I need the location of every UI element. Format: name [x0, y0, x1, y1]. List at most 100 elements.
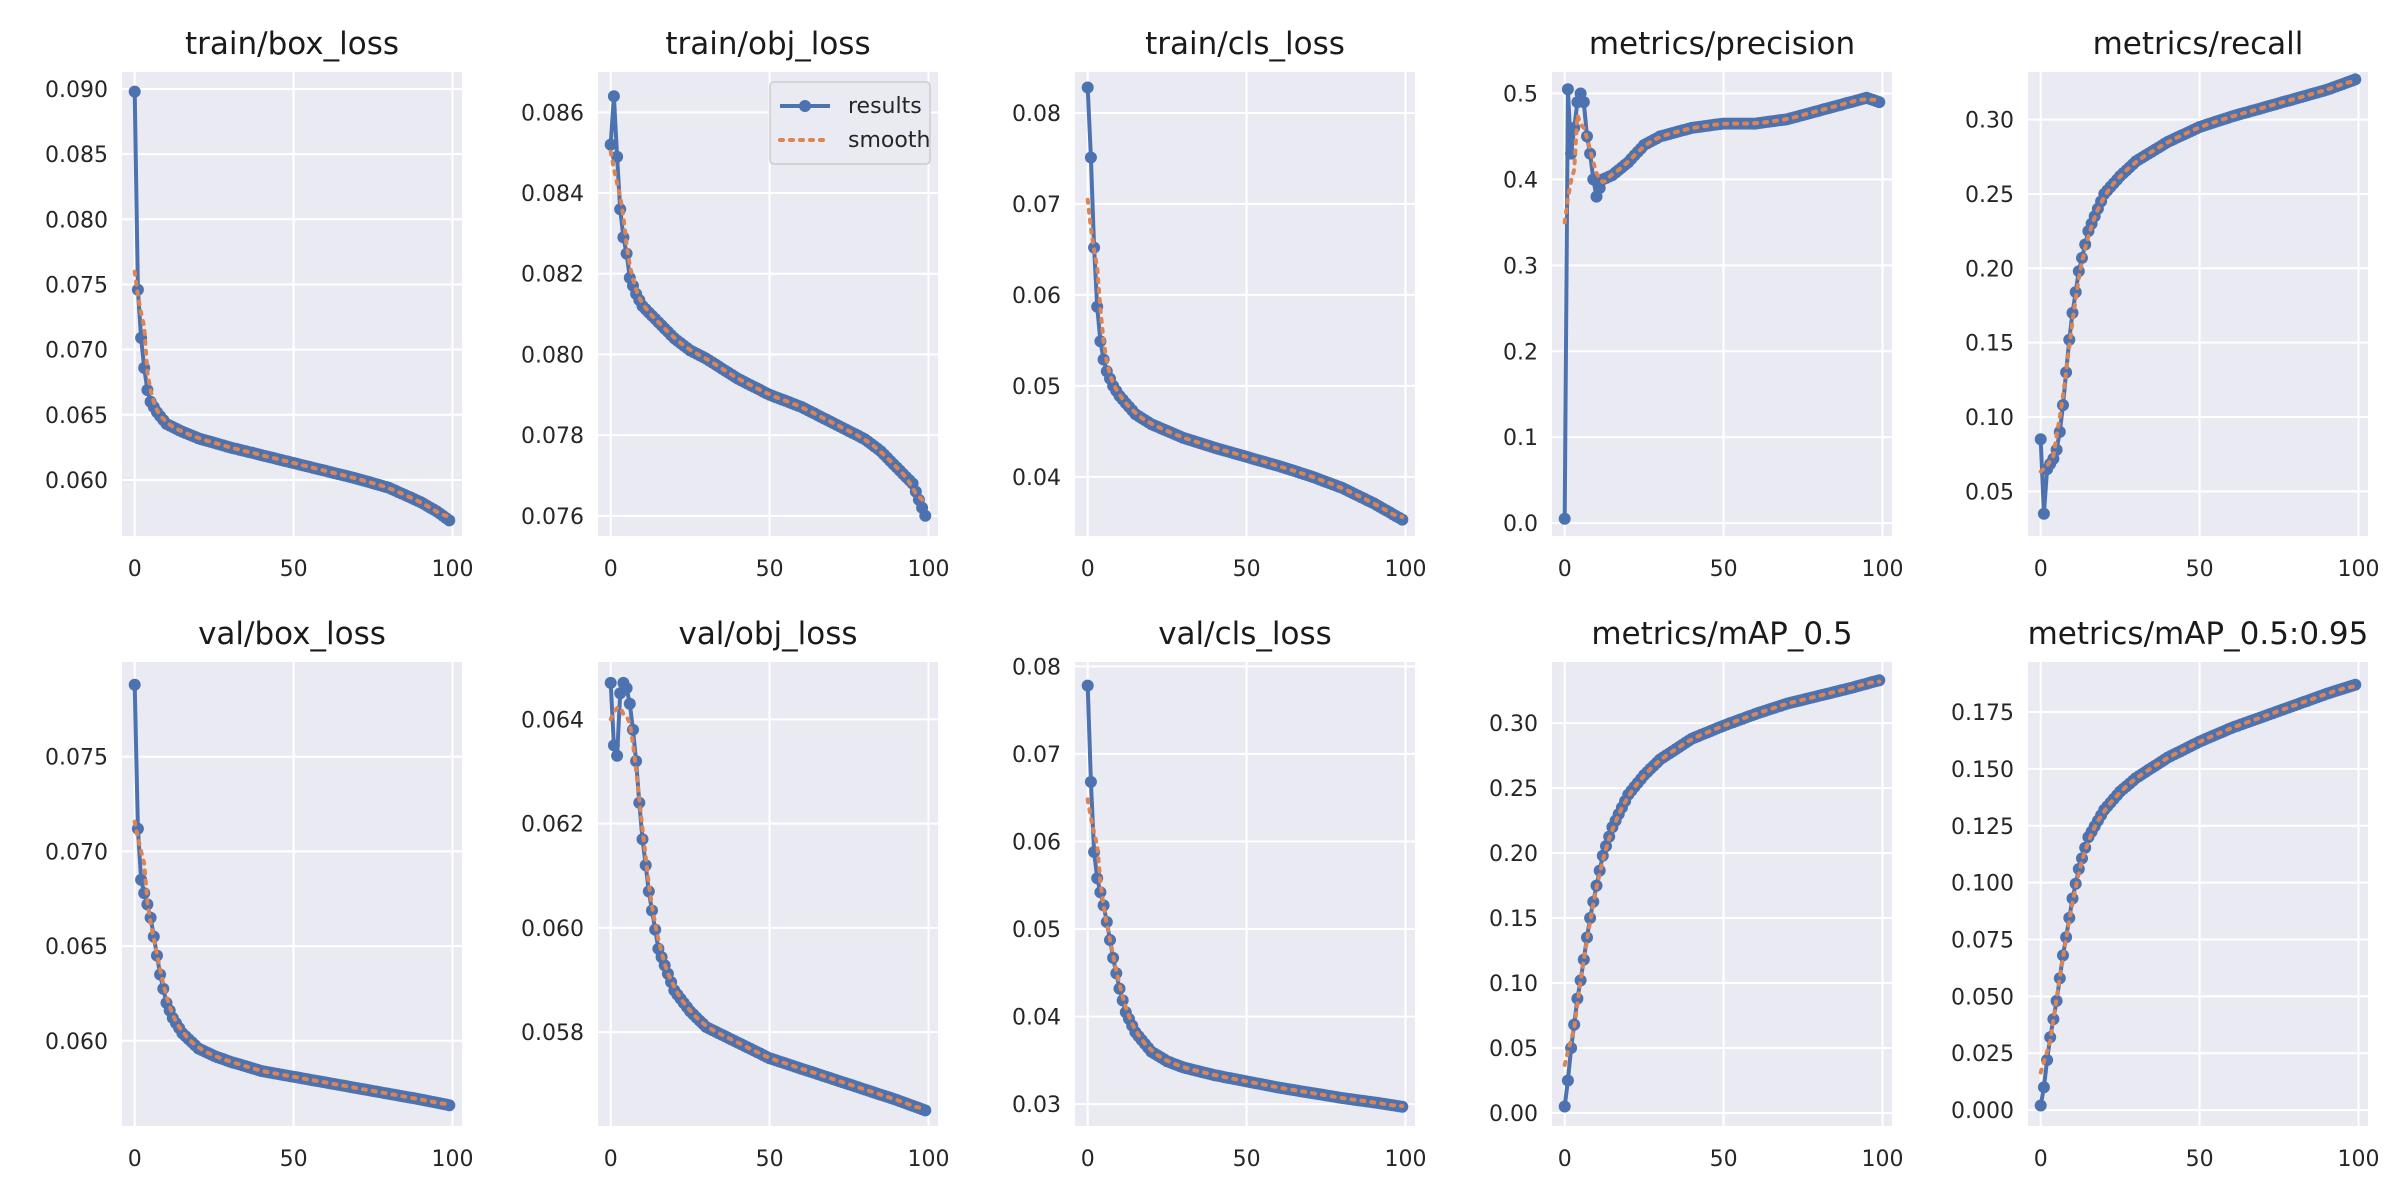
- results-point: [627, 723, 639, 736]
- y-tick-label: 0.25: [1965, 183, 2014, 208]
- x-tick-label: 50: [1710, 1147, 1738, 1172]
- x-tick-label: 0: [2034, 557, 2048, 582]
- results-point: [607, 90, 620, 103]
- y-tick-label: 0.20: [1965, 257, 2014, 282]
- y-tick-label: 0.062: [521, 813, 584, 838]
- y-tick-label: 0.15: [1489, 907, 1538, 932]
- y-tick-label: 0.4: [1503, 168, 1538, 193]
- legend-results-label: results: [848, 94, 922, 119]
- x-tick-label: 0: [604, 1147, 618, 1172]
- y-tick-label: 0.08: [1012, 102, 1061, 127]
- x-tick-label: 100: [2337, 1147, 2379, 1172]
- y-tick-label: 0.125: [1951, 815, 2014, 840]
- plot-area: [598, 662, 938, 1126]
- smooth-line: [1562, 97, 1882, 225]
- subplot-train-obj-loss: 0 50 100 0.076 0.078 0.080 0.082 0.084 0.086 trai…: [521, 26, 949, 582]
- x-tick-label: 50: [756, 557, 784, 582]
- y-tick-label: 0.070: [45, 840, 108, 865]
- x-tick-label: 100: [907, 557, 949, 582]
- results-point: [919, 509, 932, 522]
- results-point: [2034, 1099, 2047, 1112]
- x-tick-label: 0: [1558, 557, 1572, 582]
- y-tick-label: 0.05: [1012, 375, 1061, 400]
- plot-area: [1552, 72, 1892, 536]
- y-tick-label: 0.075: [45, 273, 108, 298]
- y-tick-label: 0.000: [1951, 1099, 2014, 1124]
- smooth-line: [2038, 79, 2358, 474]
- results-point: [1587, 895, 1600, 908]
- results-point: [1097, 899, 1110, 912]
- subplot-title: metrics/mAP_0.5:0.95: [2028, 616, 2369, 652]
- smooth-line: [132, 269, 452, 519]
- y-tick-label: 0.090: [45, 78, 108, 103]
- subplot-title: train/obj_loss: [665, 26, 870, 62]
- y-tick-label: 0.060: [521, 917, 584, 942]
- x-tick-label: 50: [2186, 1147, 2214, 1172]
- y-tick-label: 0.082: [521, 263, 584, 288]
- results-point: [1561, 1074, 1574, 1087]
- results-point: [443, 1099, 456, 1112]
- plot-area: [2028, 662, 2368, 1126]
- results-point: [2053, 972, 2066, 985]
- results-point: [1081, 81, 1094, 94]
- results-point: [607, 739, 620, 752]
- y-tick-label: 0.06: [1012, 830, 1061, 855]
- legend-box: [769, 81, 931, 165]
- y-tick-label: 0.07: [1012, 743, 1061, 768]
- x-tick-label: 0: [128, 557, 142, 582]
- results-point: [2066, 306, 2079, 319]
- results-point: [2063, 911, 2076, 924]
- results-point: [1396, 513, 1409, 526]
- smooth-line: [608, 705, 928, 1111]
- subplot-title: metrics/recall: [2093, 26, 2304, 62]
- y-tick-label: 0.30: [1965, 109, 2014, 134]
- y-tick-label: 0.050: [1951, 985, 2014, 1010]
- smooth-line: [608, 149, 928, 506]
- results-point: [2037, 1081, 2050, 1094]
- results-point: [1558, 512, 1571, 525]
- results-point: [1577, 953, 1590, 966]
- y-tick-label: 0.058: [521, 1021, 584, 1046]
- results-point: [2060, 931, 2073, 944]
- y-tick-label: 0.15: [1965, 332, 2014, 357]
- subplot-val-obj-loss: 0 50 100 0.058 0.060 0.062 0.064 val/obj_loss: [521, 616, 949, 1172]
- y-tick-label: 0.070: [45, 339, 108, 364]
- x-tick-label: 50: [2186, 557, 2214, 582]
- smooth-line: [132, 819, 452, 1107]
- y-tick-label: 0.075: [45, 746, 108, 771]
- subplot-metrics-map-0-5: 0 50 100 0.00 0.05 0.10 0.15 0.20 0.25 0.30 metric…: [1489, 616, 1903, 1172]
- x-tick-label: 50: [1233, 1147, 1261, 1172]
- x-tick-label: 100: [2337, 557, 2379, 582]
- results-point: [623, 697, 636, 710]
- y-tick-label: 0.0: [1503, 512, 1538, 537]
- subplot-title: val/box_loss: [198, 616, 386, 652]
- results-point: [919, 1104, 932, 1117]
- x-tick-label: 100: [431, 1147, 473, 1172]
- results-point: [611, 150, 624, 163]
- subplot-title: metrics/mAP_0.5: [1591, 616, 1852, 652]
- y-tick-label: 0.085: [45, 143, 108, 168]
- subplot-metrics-recall: 0 50 100 0.05 0.10 0.15 0.20 0.25 0.30 metrics/re…: [1965, 26, 2379, 582]
- x-tick-label: 0: [1081, 557, 1095, 582]
- y-tick-label: 0.08: [1012, 655, 1061, 680]
- y-tick-label: 0.04: [1012, 466, 1061, 491]
- legend-smooth-label: smooth: [848, 128, 930, 153]
- x-tick-label: 50: [756, 1147, 784, 1172]
- x-tick-label: 100: [1384, 1147, 1426, 1172]
- y-tick-label: 0.080: [521, 343, 584, 368]
- y-tick-label: 0.3: [1503, 254, 1538, 279]
- smooth-line: [1085, 797, 1405, 1108]
- smooth-line: [2038, 684, 2358, 1075]
- y-tick-label: 0.10: [1965, 406, 2014, 431]
- x-tick-label: 50: [1710, 557, 1738, 582]
- subplot-grid: 0 50 1000.0600.0650.0700.0750.0800.0850.09…: [45, 26, 2379, 1172]
- x-tick-label: 100: [431, 557, 473, 582]
- y-tick-label: 0.065: [45, 404, 108, 429]
- y-tick-label: 0.025: [1951, 1042, 2014, 1067]
- y-tick-label: 0.080: [45, 208, 108, 233]
- subplot-title: val/cls_loss: [1158, 616, 1332, 652]
- y-tick-label: 0.076: [521, 505, 584, 530]
- results-point: [151, 949, 163, 962]
- y-tick-label: 0.2: [1503, 340, 1538, 365]
